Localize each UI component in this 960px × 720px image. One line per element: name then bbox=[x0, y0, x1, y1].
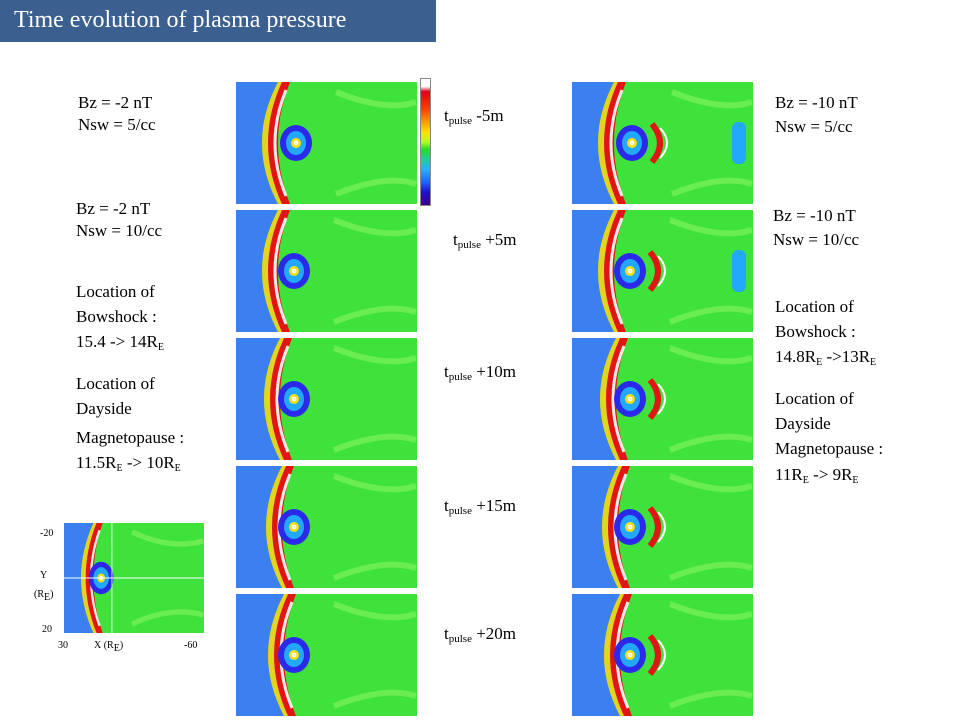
right-panel-3 bbox=[572, 338, 753, 460]
right-nsw-b: Nsw = 10/cc bbox=[773, 230, 860, 249]
y-axis-label: Y bbox=[40, 570, 48, 581]
time-label-1: tpulse -5m bbox=[444, 106, 504, 127]
y-top-tick: -20 bbox=[40, 528, 54, 539]
right-panel-1 bbox=[572, 82, 753, 204]
left-mp-line4: 11.5RE -> 10RE bbox=[76, 453, 181, 474]
left-mp-line3: Magnetopause : bbox=[76, 428, 185, 447]
right-panel-2 bbox=[572, 210, 753, 332]
pressure-colorbar bbox=[420, 78, 431, 206]
left-panel-4 bbox=[236, 466, 417, 588]
x-right-tick: -60 bbox=[184, 640, 198, 651]
left-panel-3 bbox=[236, 338, 417, 460]
left-panel-1 bbox=[236, 82, 417, 204]
x-left-tick: 30 bbox=[58, 640, 68, 651]
time-label-5: tpulse +20m bbox=[444, 624, 517, 645]
left-bowshock-line2: Bowshock : bbox=[76, 307, 157, 326]
x-axis-label: X (RE) bbox=[94, 640, 124, 654]
left-bowshock-line1: Location of bbox=[76, 282, 155, 301]
left-bowshock-line3: 15.4 -> 14RE bbox=[76, 332, 164, 353]
left-mp-line1: Location of bbox=[76, 374, 155, 393]
right-mp-line1: Location of bbox=[775, 389, 854, 408]
left-nsw-b: Nsw = 10/cc bbox=[76, 221, 163, 240]
left-panel-5 bbox=[236, 594, 417, 716]
right-mp-line4: 11RE -> 9RE bbox=[775, 465, 859, 486]
right-panel-4 bbox=[572, 466, 753, 588]
time-label-4: tpulse +15m bbox=[444, 496, 517, 517]
page-title: Time evolution of plasma pressure bbox=[14, 7, 347, 33]
time-label-3: tpulse +10m bbox=[444, 362, 517, 383]
right-mp-line3: Magnetopause : bbox=[775, 439, 884, 458]
left-bz-a: Bz = -2 nT bbox=[78, 93, 153, 112]
title-bar: Time evolution of plasma pressure bbox=[0, 0, 436, 42]
time-label-2: tpulse +5m bbox=[453, 230, 517, 251]
left-panel-2 bbox=[236, 210, 417, 332]
right-mp-line2: Dayside bbox=[775, 414, 831, 433]
left-nsw-a: Nsw = 5/cc bbox=[78, 115, 156, 134]
left-mp-line2: Dayside bbox=[76, 399, 132, 418]
reference-plot bbox=[64, 523, 204, 633]
right-bowshock-line2: Bowshock : bbox=[775, 322, 856, 341]
y-axis-unit: (RE) bbox=[34, 589, 54, 603]
right-bz-b: Bz = -10 nT bbox=[773, 206, 856, 225]
y-bottom-tick: 20 bbox=[42, 624, 52, 635]
right-bz-a: Bz = -10 nT bbox=[775, 93, 858, 112]
left-bz-b: Bz = -2 nT bbox=[76, 199, 151, 218]
right-panel-5 bbox=[572, 594, 753, 716]
right-bowshock-line1: Location of bbox=[775, 297, 854, 316]
right-nsw-a: Nsw = 5/cc bbox=[775, 117, 853, 136]
right-bowshock-line3: 14.8RE ->13RE bbox=[775, 347, 877, 368]
